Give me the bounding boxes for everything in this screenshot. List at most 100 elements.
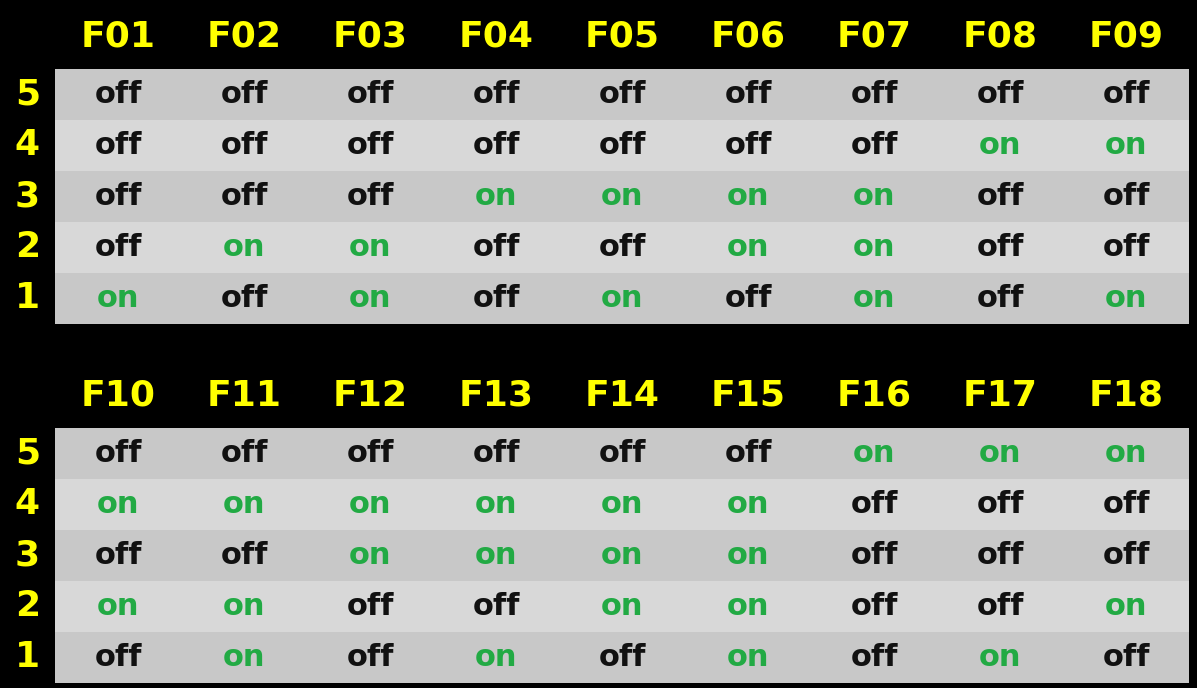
Text: off: off bbox=[346, 439, 394, 468]
Text: off: off bbox=[850, 541, 898, 570]
Text: off: off bbox=[850, 131, 898, 160]
Text: on: on bbox=[348, 233, 391, 262]
Text: 4: 4 bbox=[14, 129, 40, 162]
Text: on: on bbox=[727, 592, 770, 621]
Text: 4: 4 bbox=[14, 487, 40, 522]
Bar bbox=[55, 171, 1189, 222]
Text: F15: F15 bbox=[711, 379, 785, 413]
Text: off: off bbox=[598, 439, 645, 468]
Text: 3: 3 bbox=[14, 539, 40, 572]
Text: off: off bbox=[724, 284, 772, 313]
Text: off: off bbox=[95, 233, 141, 262]
Text: on: on bbox=[852, 182, 895, 211]
Text: on: on bbox=[475, 643, 517, 672]
Text: off: off bbox=[850, 592, 898, 621]
Text: F06: F06 bbox=[711, 20, 785, 54]
Text: on: on bbox=[97, 490, 139, 519]
Text: F08: F08 bbox=[962, 20, 1038, 54]
Text: F02: F02 bbox=[207, 20, 281, 54]
Text: off: off bbox=[95, 131, 141, 160]
Text: off: off bbox=[724, 131, 772, 160]
Text: off: off bbox=[850, 80, 898, 109]
Text: off: off bbox=[977, 233, 1023, 262]
Text: F12: F12 bbox=[333, 379, 407, 413]
Text: on: on bbox=[979, 131, 1021, 160]
Text: off: off bbox=[850, 643, 898, 672]
Text: off: off bbox=[598, 80, 645, 109]
Text: off: off bbox=[220, 284, 268, 313]
Text: off: off bbox=[473, 131, 519, 160]
Text: on: on bbox=[348, 284, 391, 313]
Text: F14: F14 bbox=[584, 379, 660, 413]
Text: off: off bbox=[473, 439, 519, 468]
Text: F16: F16 bbox=[837, 379, 911, 413]
Text: off: off bbox=[220, 439, 268, 468]
Text: off: off bbox=[598, 233, 645, 262]
Text: F17: F17 bbox=[962, 379, 1038, 413]
Text: on: on bbox=[1105, 131, 1147, 160]
Text: on: on bbox=[1105, 592, 1147, 621]
Text: F09: F09 bbox=[1088, 20, 1163, 54]
Bar bbox=[55, 632, 1189, 683]
Text: on: on bbox=[1105, 284, 1147, 313]
Bar bbox=[55, 69, 1189, 120]
Text: off: off bbox=[977, 592, 1023, 621]
Text: on: on bbox=[1105, 439, 1147, 468]
Text: on: on bbox=[852, 284, 895, 313]
Bar bbox=[55, 479, 1189, 530]
Text: off: off bbox=[977, 182, 1023, 211]
Text: off: off bbox=[1102, 541, 1149, 570]
Text: off: off bbox=[473, 80, 519, 109]
Text: 1: 1 bbox=[14, 641, 40, 674]
Text: F18: F18 bbox=[1088, 379, 1163, 413]
Text: off: off bbox=[724, 80, 772, 109]
Text: off: off bbox=[346, 643, 394, 672]
Text: on: on bbox=[852, 439, 895, 468]
Bar bbox=[55, 581, 1189, 632]
Text: on: on bbox=[601, 490, 643, 519]
Text: F07: F07 bbox=[837, 20, 911, 54]
Text: off: off bbox=[598, 131, 645, 160]
Text: off: off bbox=[1102, 80, 1149, 109]
Text: off: off bbox=[95, 182, 141, 211]
Text: F01: F01 bbox=[80, 20, 156, 54]
Text: off: off bbox=[977, 490, 1023, 519]
Text: 5: 5 bbox=[14, 436, 40, 471]
Text: 2: 2 bbox=[14, 230, 40, 264]
Text: on: on bbox=[223, 592, 266, 621]
Text: F05: F05 bbox=[584, 20, 660, 54]
Text: F03: F03 bbox=[333, 20, 407, 54]
Text: F10: F10 bbox=[80, 379, 156, 413]
Text: off: off bbox=[95, 643, 141, 672]
Text: 1: 1 bbox=[14, 281, 40, 316]
Text: off: off bbox=[977, 541, 1023, 570]
Text: on: on bbox=[475, 541, 517, 570]
Text: on: on bbox=[348, 541, 391, 570]
Text: 5: 5 bbox=[14, 77, 40, 111]
Text: off: off bbox=[1102, 490, 1149, 519]
Text: on: on bbox=[223, 643, 266, 672]
Text: on: on bbox=[223, 490, 266, 519]
Text: off: off bbox=[95, 80, 141, 109]
Text: on: on bbox=[97, 592, 139, 621]
Text: on: on bbox=[727, 643, 770, 672]
Bar bbox=[55, 120, 1189, 171]
Text: off: off bbox=[346, 182, 394, 211]
Text: off: off bbox=[1102, 182, 1149, 211]
Text: F04: F04 bbox=[458, 20, 534, 54]
Text: on: on bbox=[348, 490, 391, 519]
Text: off: off bbox=[220, 541, 268, 570]
Text: off: off bbox=[473, 284, 519, 313]
Bar bbox=[55, 530, 1189, 581]
Text: off: off bbox=[220, 80, 268, 109]
Text: off: off bbox=[724, 439, 772, 468]
Text: on: on bbox=[601, 541, 643, 570]
Text: off: off bbox=[977, 80, 1023, 109]
Text: on: on bbox=[223, 233, 266, 262]
Text: 3: 3 bbox=[14, 180, 40, 213]
Text: on: on bbox=[601, 284, 643, 313]
Text: on: on bbox=[475, 182, 517, 211]
Text: on: on bbox=[979, 439, 1021, 468]
Text: on: on bbox=[727, 490, 770, 519]
Text: off: off bbox=[220, 182, 268, 211]
